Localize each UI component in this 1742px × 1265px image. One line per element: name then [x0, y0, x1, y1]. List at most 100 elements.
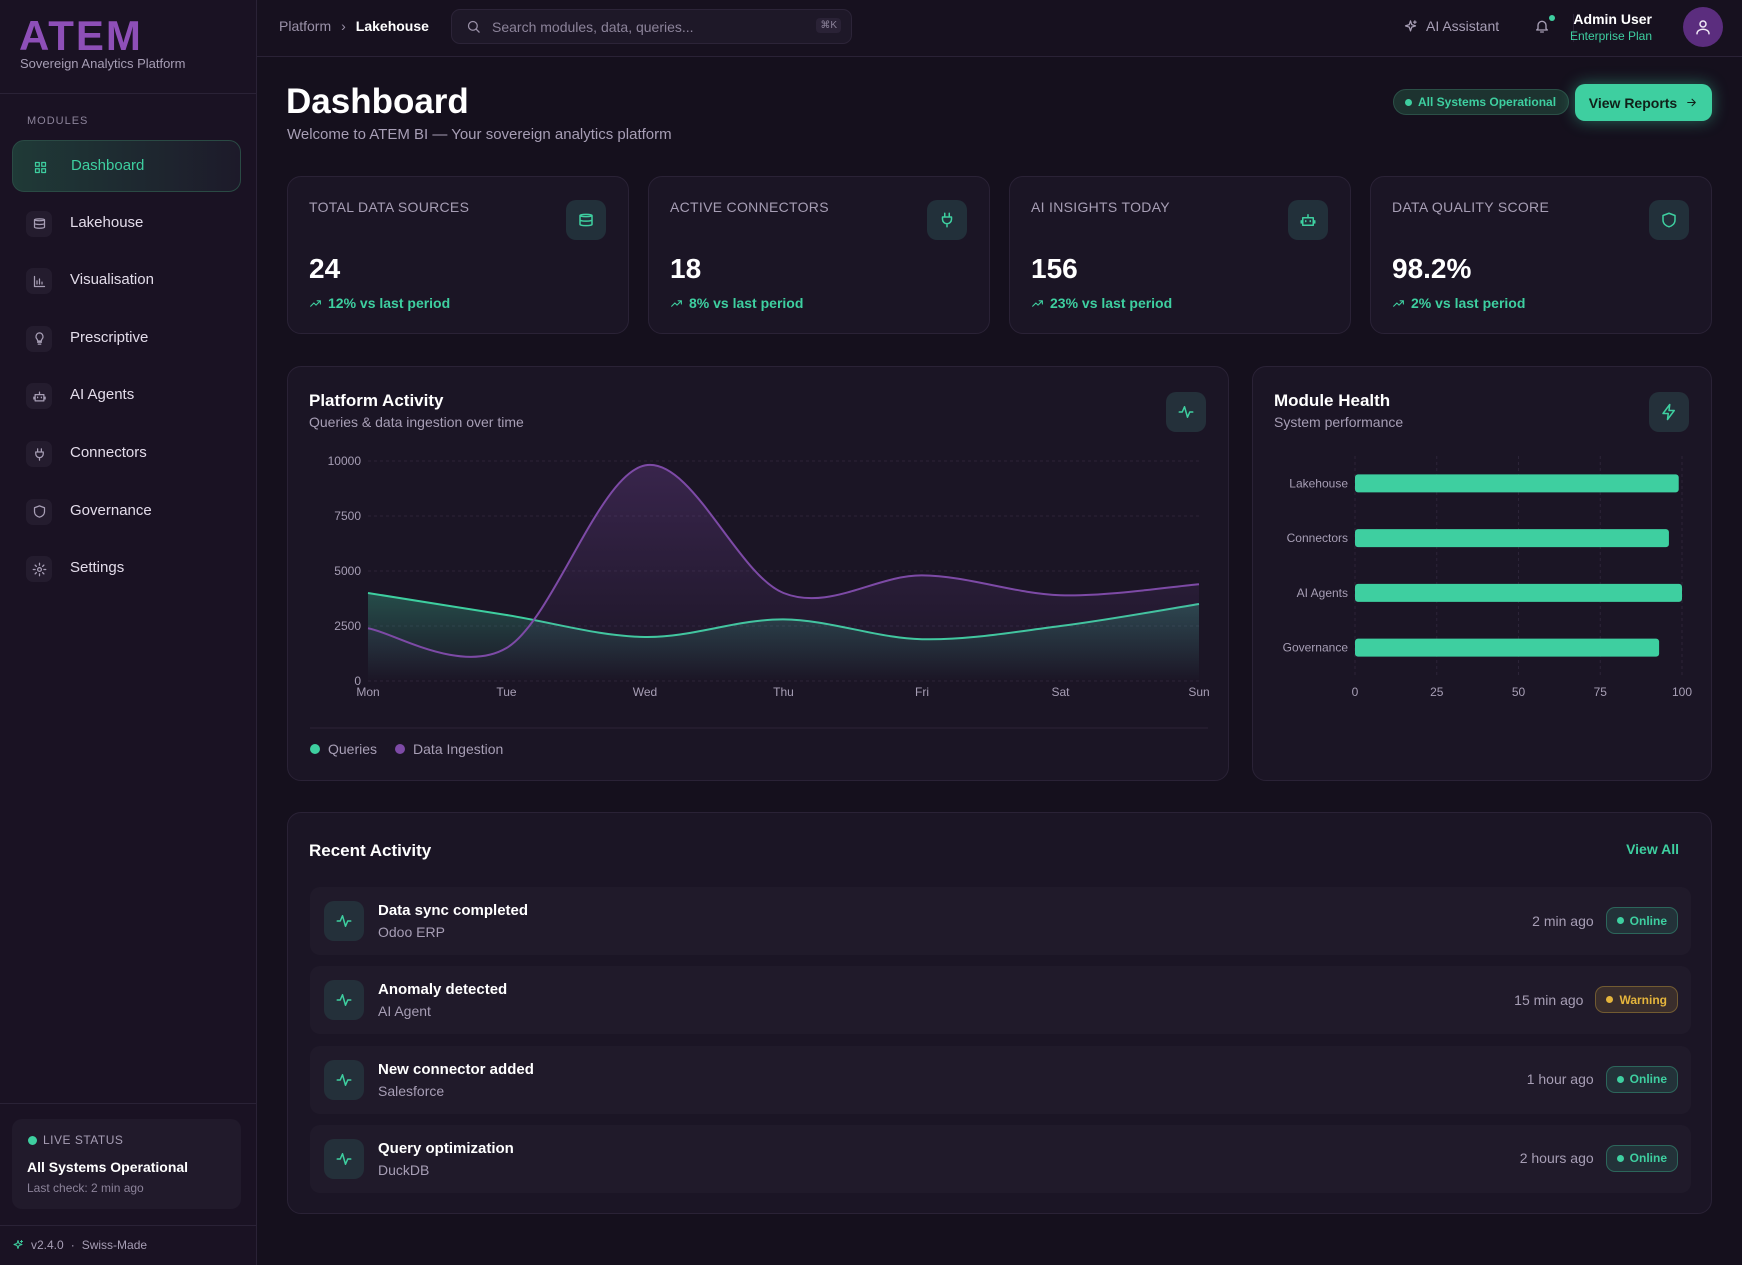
- stat-change: 2% vs last period: [1392, 295, 1525, 311]
- icon: [579, 213, 593, 227]
- line: [367, 592, 1200, 641]
- nav-item[interactable]: AI Agents: [12, 370, 241, 422]
- x-tick-label: Sun: [1188, 685, 1209, 699]
- nav-icon: [26, 556, 52, 583]
- activity-time: 2 hours ago: [1519, 1150, 1594, 1167]
- activity-row: Query optimization DuckDB 2 hours ago Onlin…: [310, 1124, 1691, 1193]
- activity-icon: [324, 1059, 364, 1100]
- status-label: Online: [1629, 913, 1667, 928]
- y-tick-label: Governance: [1283, 641, 1349, 655]
- nav-item[interactable]: Connectors: [12, 428, 241, 480]
- x-tick-label: 0: [1352, 685, 1359, 699]
- status-title: All Systems Operational: [27, 1159, 189, 1175]
- activity-meta: 2 min ago Online: [1532, 907, 1678, 934]
- activity-icon: [324, 901, 364, 941]
- x-tick-label: Wed: [633, 685, 657, 699]
- status-dot: [1616, 1075, 1624, 1083]
- activity-source: Odoo ERP: [378, 924, 445, 940]
- stat-change-label: 23% vs last period: [1050, 295, 1173, 311]
- nav-icon: [26, 325, 52, 352]
- nav-label: Dashboard: [71, 157, 145, 174]
- y-tick-label: 10000: [328, 454, 362, 468]
- x-tick-label: 50: [1512, 685, 1526, 699]
- origin: Swiss-Made: [81, 1238, 148, 1252]
- status-pill: Online: [1605, 1065, 1678, 1093]
- chart-card: Platform Activity Queries & data ingestio…: [287, 366, 1229, 781]
- divider: [0, 93, 256, 94]
- stat-icon: [1649, 200, 1689, 240]
- search-box[interactable]: Search modules, data, queries... ⌘K: [451, 9, 852, 44]
- status-dot: [1606, 996, 1614, 1004]
- status-dot: [28, 1136, 37, 1145]
- icon: [1300, 214, 1316, 226]
- header: Platform › Lakehouse Search modules, data, …: [257, 0, 1742, 57]
- icon: [1536, 20, 1548, 33]
- legend-label: Queries: [328, 741, 378, 757]
- activity-source: Salesforce: [378, 1082, 445, 1099]
- activity-title: New connector added: [378, 1060, 534, 1078]
- nav-item[interactable]: Prescriptive: [12, 313, 241, 365]
- activity-time: 15 min ago: [1514, 991, 1584, 1008]
- stat-change-label: 8% vs last period: [689, 295, 804, 311]
- nav-item[interactable]: Governance: [12, 486, 241, 538]
- nav-label: Visualisation: [70, 271, 154, 289]
- activity-title: Recent Activity: [309, 841, 432, 860]
- nav-item[interactable]: Visualisation: [12, 255, 241, 307]
- icon: [1178, 406, 1194, 418]
- status-dot: [1405, 99, 1412, 106]
- page-title: Dashboard: [286, 82, 469, 121]
- page-subtitle: Welcome to ATEM BI — Your sovereign anal…: [287, 126, 672, 143]
- nav-item[interactable]: Dashboard: [12, 140, 241, 192]
- version-footer: v2.4.0 · Swiss-Made: [12, 1238, 147, 1252]
- breadcrumb-separator: ›: [341, 18, 346, 34]
- chart-card: Module Health System performance 0 25 50 75 10…: [1252, 366, 1712, 781]
- status-label: Online: [1629, 1072, 1667, 1087]
- separator: ·: [70, 1238, 75, 1252]
- notification-dot: [1549, 15, 1555, 21]
- activity-row: Data sync completed Odoo ERP 2 min ago Onli…: [310, 887, 1691, 955]
- legend-item: Queries: [310, 741, 377, 757]
- icon: [1696, 20, 1710, 35]
- section-label: MODULES: [27, 115, 89, 127]
- status-label: LIVE STATUS: [43, 1133, 124, 1147]
- stat-icon: [1288, 200, 1328, 240]
- chart-title: Platform Activity: [309, 391, 444, 410]
- status-label: Warning: [1619, 992, 1667, 1007]
- divider: [0, 1225, 256, 1226]
- x-tick-label: Fri: [915, 685, 929, 699]
- user-avatar[interactable]: [1683, 7, 1723, 47]
- stat-label: ACTIVE CONNECTORS: [670, 199, 829, 215]
- search-shortcut: ⌘K: [816, 18, 841, 33]
- icon: [34, 447, 44, 461]
- nav-label: Lakehouse: [70, 213, 144, 231]
- x-tick-label: Tue: [496, 685, 517, 699]
- view-all-link[interactable]: View All: [1626, 841, 1679, 857]
- line: [367, 464, 1200, 658]
- x-tick-label: Thu: [773, 685, 794, 699]
- search-placeholder: Search modules, data, queries...: [492, 19, 694, 35]
- status-pill: Online: [1605, 1144, 1678, 1172]
- icon: [1404, 19, 1417, 31]
- breadcrumb-item[interactable]: Lakehouse: [355, 18, 429, 34]
- activity-card: Recent Activity View All Data sync complet…: [287, 812, 1712, 1214]
- x-tick-label: 100: [1672, 685, 1692, 699]
- stat-value: 156: [1031, 253, 1078, 284]
- nav-item[interactable]: Lakehouse: [12, 198, 241, 250]
- icon: [467, 20, 480, 33]
- legend-swatch: [395, 744, 406, 754]
- nav-label: Prescriptive: [70, 328, 149, 346]
- view-reports-button[interactable]: View Reports: [1575, 84, 1712, 121]
- ai-assistant-button[interactable]: AI Assistant: [1403, 18, 1499, 34]
- notifications-button[interactable]: [1534, 15, 1555, 36]
- stat-change-label: 2% vs last period: [1411, 295, 1526, 311]
- chart-icon: [1166, 392, 1206, 432]
- breadcrumb-item[interactable]: Platform: [279, 18, 332, 34]
- stat-label: DATA QUALITY SCORE: [1392, 199, 1550, 215]
- area: [368, 464, 1199, 681]
- chart-icon: [1649, 392, 1689, 432]
- nav-item[interactable]: Settings: [12, 543, 241, 595]
- y-tick-label: 7500: [334, 509, 361, 523]
- icon: [336, 1152, 352, 1165]
